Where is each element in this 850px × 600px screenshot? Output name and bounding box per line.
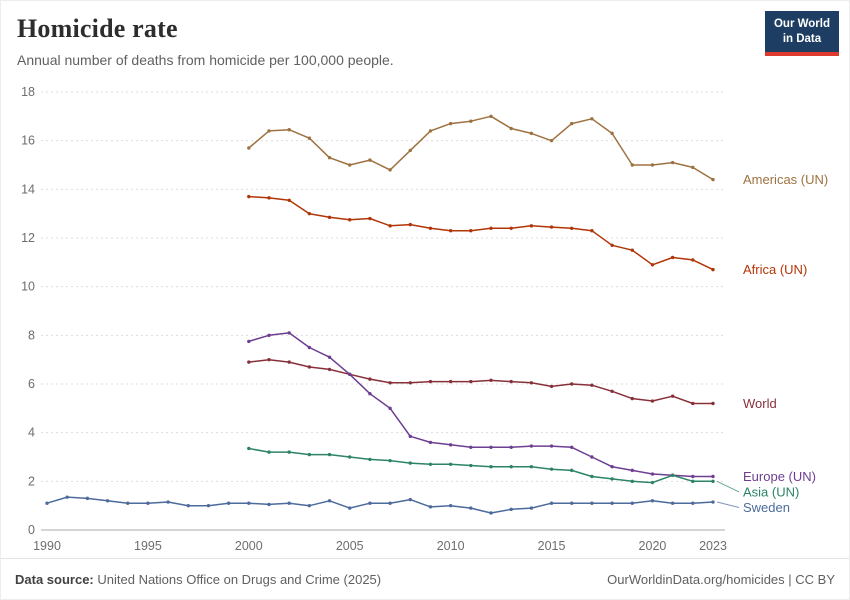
- y-tick-label: 16: [21, 134, 35, 148]
- attribution-link[interactable]: OurWorldinData.org/homicides | CC BY: [607, 571, 835, 587]
- chart-subtitle: Annual number of deaths from homicide pe…: [17, 52, 394, 68]
- series-points-asia-un: [247, 446, 715, 485]
- chart-area[interactable]: 0 2 4 6 8 10 12 14 16 18 1990 1995 2000 2005 2010 2015 2…: [1, 77, 850, 559]
- series-line-sweden[interactable]: [46, 496, 714, 514]
- y-tick-label: 0: [28, 523, 35, 537]
- series-label-europe-un[interactable]: Europe (UN): [743, 469, 816, 484]
- series-line-europe-un[interactable]: [248, 332, 714, 478]
- y-tick-label: 4: [28, 426, 35, 440]
- series-label-world[interactable]: World: [743, 396, 777, 411]
- y-tick-label: 2: [28, 474, 35, 488]
- y-tick-label: 12: [21, 231, 35, 245]
- owid-logo-line1: Our World: [773, 18, 830, 30]
- series-line-africa-un[interactable]: [248, 195, 714, 271]
- x-tick-label: 2015: [538, 539, 566, 553]
- y-tick-label: 8: [28, 328, 35, 342]
- series-line-world[interactable]: [248, 358, 714, 405]
- y-tick-label: 6: [28, 377, 35, 391]
- data-source-label: Data source:: [15, 571, 94, 587]
- x-tick-label: 2005: [336, 539, 364, 553]
- series-points-world: [247, 357, 715, 406]
- y-tick-label: 14: [21, 182, 35, 196]
- series-points-sweden: [45, 495, 715, 515]
- x-tick-label: 2010: [437, 539, 465, 553]
- owid-logo-line2: in Data: [782, 32, 822, 45]
- series-label-americas-un[interactable]: Americas (UN): [743, 172, 828, 187]
- series-label-africa-un[interactable]: Africa (UN): [743, 262, 807, 277]
- series-points-europe-un: [247, 331, 715, 479]
- owid-logo[interactable]: Our World in Data: [764, 11, 839, 56]
- x-tick-label: 1990: [33, 539, 61, 553]
- series-label-asia-un[interactable]: Asia (UN): [743, 484, 799, 499]
- data-source: Data source: United Nations Office on Dr…: [15, 572, 381, 587]
- series-connector-sweden: [716, 501, 740, 508]
- series-line-americas-un[interactable]: [248, 115, 714, 181]
- y-tick-label: 18: [21, 85, 35, 99]
- y-tick-label: 10: [21, 280, 35, 294]
- series-points-americas-un: [247, 114, 715, 182]
- series-points-africa-un: [247, 194, 715, 272]
- x-tick-label: 2000: [235, 539, 263, 553]
- page-title: Homicide rate: [17, 14, 178, 43]
- chart-footer: Data source: United Nations Office on Dr…: [1, 558, 849, 599]
- x-tick-label: 2020: [639, 539, 667, 553]
- series-connector-asia-un: [716, 480, 740, 493]
- x-tick-label: 2023: [699, 539, 727, 553]
- data-source-text: United Nations Office on Drugs and Crime…: [97, 571, 382, 587]
- x-tick-label: 1995: [134, 539, 162, 553]
- series-label-sweden[interactable]: Sweden: [743, 500, 790, 515]
- line-chart-svg[interactable]: 0 2 4 6 8 10 12 14 16 18 1990 1995 2000 2005 2010 2015 2…: [1, 77, 850, 559]
- series-line-asia-un[interactable]: [248, 447, 714, 484]
